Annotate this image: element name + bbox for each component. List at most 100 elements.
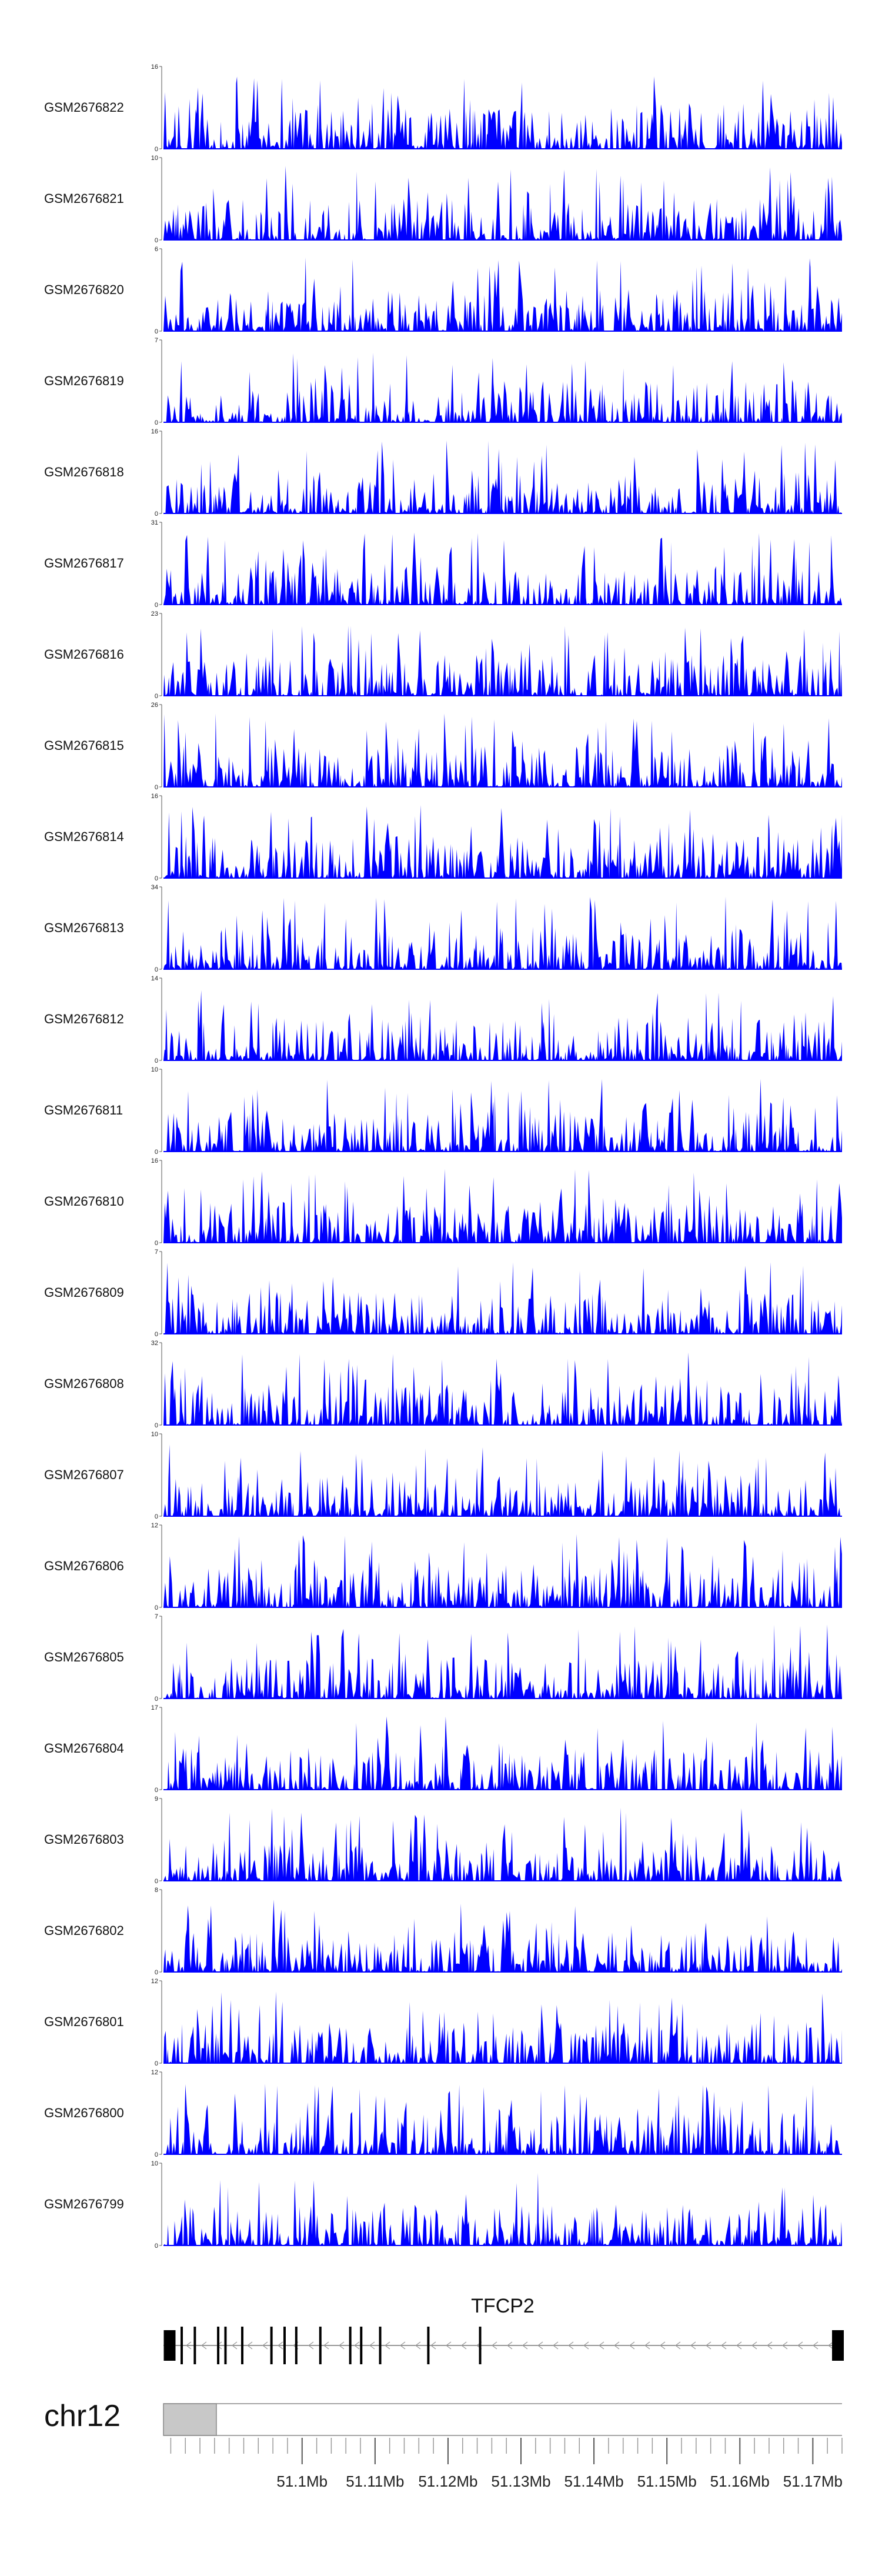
signal-area — [163, 1624, 842, 1699]
track-GSM2676809: GSM2676809 7 0 — [44, 1249, 842, 1338]
gene-label: TFCP2 — [471, 2295, 534, 2317]
y-max-label: 6 — [155, 246, 158, 253]
gene-exon — [360, 2327, 363, 2364]
y-max-label: 23 — [151, 610, 158, 618]
gene-exon — [241, 2327, 244, 2364]
y-min-label: 0 — [155, 1240, 158, 1247]
track-label: GSM2676822 — [44, 100, 124, 115]
signal-area — [163, 440, 842, 513]
strand-arrow — [537, 2341, 543, 2350]
signal-area — [163, 713, 842, 787]
y-max-label: 7 — [155, 1249, 158, 1256]
strand-arrow — [507, 2341, 513, 2350]
y-max-label: 12 — [151, 1522, 158, 1529]
strand-arrow — [339, 2341, 345, 2350]
chromosome-label: chr12 — [44, 2399, 121, 2433]
y-max-label: 7 — [155, 337, 158, 344]
gene-exon — [193, 2327, 196, 2364]
strand-arrow — [369, 2341, 375, 2350]
y-max-label: 14 — [151, 975, 158, 982]
strand-arrow — [828, 2341, 834, 2350]
track-label: GSM2676804 — [44, 1741, 124, 1756]
track-GSM2676801: GSM2676801 12 0 — [44, 1978, 842, 2067]
track-GSM2676822: GSM2676822 16 0 — [44, 64, 842, 153]
x-tick-label: 51.12Mb — [418, 2472, 477, 2490]
track-GSM2676810: GSM2676810 16 0 — [44, 1157, 842, 1247]
track-GSM2676813: GSM2676813 34 0 — [44, 884, 842, 973]
chromosome-axis: chr12 51.1Mb 51.11Mb 51.12Mb 51.13Mb 51.14Mb 5… — [44, 2399, 843, 2490]
strand-arrow — [583, 2341, 589, 2350]
gene-exon — [163, 2330, 176, 2361]
gene-exon — [319, 2327, 322, 2364]
gene-exon — [270, 2327, 273, 2364]
y-min-label: 0 — [155, 2243, 158, 2250]
track-GSM2676820: GSM2676820 6 0 — [44, 246, 842, 335]
y-min-label: 0 — [155, 1331, 158, 1338]
track-label: GSM2676810 — [44, 1194, 124, 1209]
strand-arrow — [568, 2341, 574, 2350]
signal-area — [163, 896, 842, 969]
y-min-label: 0 — [155, 1057, 158, 1065]
track-GSM2676812: GSM2676812 14 0 — [44, 975, 842, 1065]
track-GSM2676817: GSM2676817 31 0 — [44, 519, 842, 609]
strand-arrow — [308, 2341, 314, 2350]
y-max-label: 12 — [151, 2069, 158, 2076]
y-max-label: 31 — [151, 519, 158, 526]
strand-arrow — [797, 2341, 803, 2350]
track-GSM2676803: GSM2676803 9 0 — [44, 1796, 842, 1885]
y-min-label: 0 — [155, 419, 158, 426]
signal-area — [163, 1262, 842, 1334]
strand-arrow — [751, 2341, 757, 2350]
y-max-label: 34 — [151, 884, 158, 891]
track-label: GSM2676812 — [44, 1012, 124, 1026]
signal-area — [163, 352, 842, 422]
y-min-label: 0 — [155, 784, 158, 791]
gene-track: TFCP2 — [163, 2295, 844, 2364]
track-label: GSM2676813 — [44, 920, 124, 935]
signal-area — [163, 1079, 842, 1152]
strand-arrow — [216, 2341, 222, 2350]
x-tick-label: 51.14Mb — [564, 2472, 624, 2490]
signal-area — [163, 532, 842, 605]
y-max-label: 12 — [151, 1978, 158, 1985]
strand-arrow — [522, 2341, 528, 2350]
y-min-label: 0 — [155, 237, 158, 244]
track-GSM2676802: GSM2676802 8 0 — [44, 1887, 842, 1976]
track-GSM2676819: GSM2676819 7 0 — [44, 337, 842, 426]
strand-arrow — [675, 2341, 681, 2350]
track-label: GSM2676808 — [44, 1376, 124, 1391]
x-tick-label: 51.16Mb — [710, 2472, 770, 2490]
strand-arrow — [721, 2341, 727, 2350]
strand-arrow — [446, 2341, 452, 2350]
y-max-label: 8 — [155, 1887, 158, 1894]
y-min-label: 0 — [155, 1787, 158, 1794]
y-min-label: 0 — [155, 1878, 158, 1885]
track-label: GSM2676809 — [44, 1285, 124, 1300]
track-GSM2676799: GSM2676799 10 0 — [44, 2160, 842, 2250]
track-label: GSM2676807 — [44, 1467, 124, 1482]
track-label: GSM2676819 — [44, 373, 124, 388]
x-tick-label: 51.15Mb — [637, 2472, 697, 2490]
gene-exon — [427, 2327, 430, 2364]
y-max-label: 7 — [155, 1613, 158, 1620]
strand-arrow — [767, 2341, 773, 2350]
track-label: GSM2676806 — [44, 1559, 124, 1573]
strand-arrow — [323, 2341, 329, 2350]
track-GSM2676815: GSM2676815 26 0 — [44, 702, 842, 791]
y-min-label: 0 — [155, 510, 158, 518]
gene-exon — [283, 2327, 286, 2364]
strand-arrow — [461, 2341, 467, 2350]
strand-arrow — [782, 2341, 788, 2350]
strand-arrow — [201, 2341, 207, 2350]
y-min-label: 0 — [155, 2151, 158, 2158]
signal-area — [163, 257, 842, 331]
strand-arrow — [278, 2341, 283, 2350]
strand-arrow — [660, 2341, 666, 2350]
strand-arrow — [629, 2341, 635, 2350]
signal-area — [163, 2084, 842, 2154]
track-label: GSM2676801 — [44, 2014, 124, 2029]
strand-arrow — [813, 2341, 818, 2350]
x-tick-label: 51.11Mb — [346, 2472, 404, 2490]
track-GSM2676806: GSM2676806 12 0 — [44, 1522, 842, 1611]
